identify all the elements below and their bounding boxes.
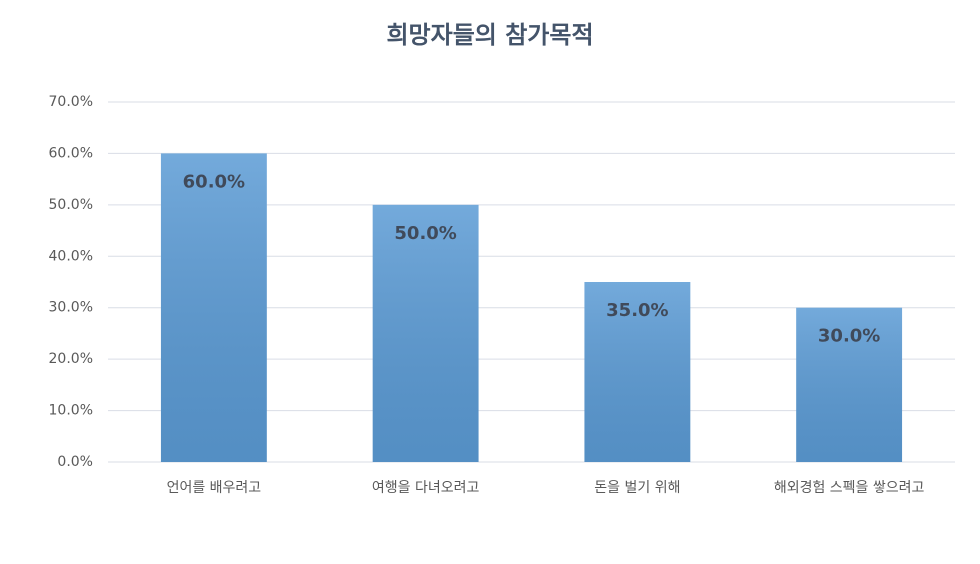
y-tick-label: 10.0% xyxy=(49,403,93,419)
y-tick-label: 50.0% xyxy=(49,197,93,213)
y-tick-label: 0.0% xyxy=(57,454,93,470)
value-label: 35.0% xyxy=(606,300,668,321)
y-tick-label: 40.0% xyxy=(49,248,93,264)
y-tick-label: 60.0% xyxy=(49,145,93,161)
y-tick-label: 70.0% xyxy=(49,94,93,110)
y-tick-label: 30.0% xyxy=(49,300,93,316)
value-label: 30.0% xyxy=(818,326,880,347)
chart-title: 희망자들의 참가목적 xyxy=(386,21,593,49)
x-tick-label: 돈을 벌기 위해 xyxy=(594,480,680,496)
bar xyxy=(160,153,267,462)
x-tick-label: 해외경험 스펙을 쌓으려고 xyxy=(774,480,925,496)
value-label: 50.0% xyxy=(394,223,456,244)
y-tick-label: 20.0% xyxy=(49,351,93,367)
x-tick-label: 여행을 다녀오려고 xyxy=(372,480,480,496)
x-tick-label: 언어를 배우려고 xyxy=(167,480,262,496)
value-label: 60.0% xyxy=(183,171,245,192)
